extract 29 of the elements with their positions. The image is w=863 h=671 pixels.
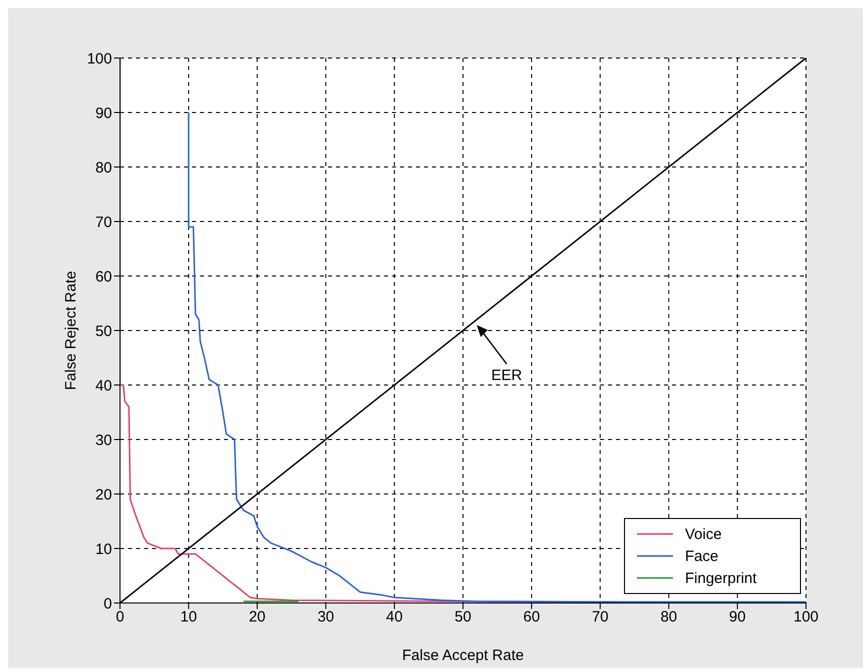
y-tick-label: 30	[95, 432, 112, 449]
legend-label: Voice	[685, 526, 722, 542]
x-tick-label: 10	[180, 608, 197, 626]
y-tick-label: 40	[95, 377, 112, 394]
y-tick-label: 0	[104, 595, 112, 612]
y-tick-label: 80	[95, 159, 112, 176]
x-tick-label: 60	[523, 608, 540, 626]
x-tick-label: 100	[793, 608, 819, 626]
line-series	[188, 112, 806, 603]
legend-label: Fingerprint	[685, 570, 757, 586]
y-tick-label: 60	[95, 268, 112, 286]
y-tick-label: 70	[95, 214, 112, 231]
x-tick-label: 40	[386, 608, 403, 626]
x-tick-label: 50	[454, 608, 472, 626]
x-tick-label: 20	[248, 608, 266, 626]
y-axis-title: False Reject Rate	[62, 270, 80, 390]
x-axis-title: False Accept Rate	[402, 647, 524, 664]
y-tick-label: 50	[95, 322, 112, 340]
y-tick-label: 20	[95, 486, 112, 504]
x-tick-label: 30	[317, 608, 334, 626]
x-tick-label: 80	[660, 608, 678, 626]
x-tick-label: 70	[592, 608, 609, 626]
annotation: EER	[491, 367, 522, 384]
y-tick-label: 100	[86, 50, 112, 68]
y-tick-label: 90	[95, 104, 112, 122]
y-tick-label: 10	[95, 540, 112, 558]
x-tick-label: 0	[116, 608, 124, 626]
x-tick-label: 90	[729, 608, 746, 626]
legend-label: Face	[685, 548, 718, 564]
